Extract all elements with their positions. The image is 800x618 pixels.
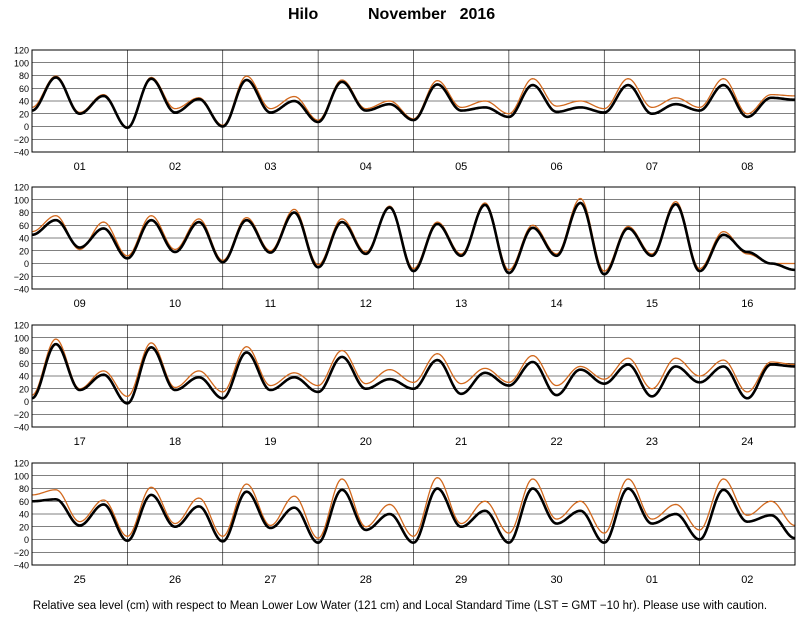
x-tick-label: 05: [455, 161, 467, 173]
y-tick-label: 80: [19, 71, 29, 81]
x-tick-label: 07: [646, 161, 658, 173]
x-tick-label: 14: [550, 298, 562, 310]
y-tick-label: 60: [19, 221, 29, 231]
station-name: Hilo: [288, 6, 319, 23]
panel-frame: [31, 49, 796, 153]
y-tick-label: 120: [14, 321, 29, 331]
x-tick-label: 09: [74, 298, 86, 310]
y-tick-label: 80: [19, 484, 29, 494]
predicted-tide-line: [32, 477, 795, 539]
x-tick-label: 13: [455, 298, 467, 310]
month-year: November 2016: [368, 6, 496, 23]
y-tick-label: 0: [24, 122, 29, 132]
y-tick-label: −40: [14, 561, 29, 571]
x-tick-label: 20: [360, 436, 372, 448]
y-tick-label: 60: [19, 497, 29, 507]
x-tick-label: 01: [74, 161, 86, 173]
y-tick-label: 60: [19, 359, 29, 369]
panel-1: −40 −20 0 20 40 60 80 100 120 01 02 03 04 05 06 07 08: [14, 46, 796, 173]
x-tick-label: 03: [264, 161, 276, 173]
y-tick-label: −40: [14, 423, 29, 433]
x-tick-label: 23: [646, 436, 658, 448]
y-tick-label: 100: [14, 58, 29, 68]
panel-4: −40 −20 0 20 40 60 80 100 120 25 26 27 28 29 30 01 02: [14, 459, 796, 586]
y-tick-label: −20: [14, 410, 29, 420]
x-tick-label: 08: [741, 161, 753, 173]
y-tick-label: 20: [19, 522, 29, 532]
x-tick-label: 06: [550, 161, 562, 173]
panel-frame: [31, 186, 796, 290]
x-tick-label: 21: [455, 436, 467, 448]
y-tick-label: 20: [19, 246, 29, 256]
y-tick-label: 20: [19, 109, 29, 119]
x-tick-label: 22: [550, 436, 562, 448]
y-tick-label: 20: [19, 384, 29, 394]
y-tick-label: −40: [14, 285, 29, 295]
x-tick-label: 18: [169, 436, 181, 448]
x-tick-label: 04: [360, 161, 372, 173]
y-tick-label: 0: [24, 397, 29, 407]
chart-title: Hilo November 2016: [0, 0, 800, 30]
x-tick-label: 01: [646, 574, 658, 586]
x-tick-label: 02: [169, 161, 181, 173]
x-tick-label: 12: [360, 298, 372, 310]
x-tick-label: 19: [264, 436, 276, 448]
panel-frame: [31, 462, 796, 566]
x-tick-label: 26: [169, 574, 181, 586]
y-tick-label: 40: [19, 372, 29, 382]
x-tick-label: 15: [646, 298, 658, 310]
x-tick-label: 25: [74, 574, 86, 586]
y-tick-label: 120: [14, 459, 29, 469]
x-tick-label: 28: [360, 574, 372, 586]
y-tick-label: 40: [19, 97, 29, 107]
y-tick-label: −20: [14, 272, 29, 282]
y-tick-label: 100: [14, 471, 29, 481]
panel-3: −40 −20 0 20 40 60 80 100 120 17 18 19 20 21 22 23 24: [14, 321, 796, 448]
observed-sea-level-line: [32, 487, 795, 544]
y-tick-label: 120: [14, 183, 29, 193]
y-tick-label: 100: [14, 333, 29, 343]
panel-frame: [31, 324, 796, 428]
y-tick-label: 80: [19, 346, 29, 356]
y-tick-label: 60: [19, 84, 29, 94]
y-tick-label: 80: [19, 208, 29, 218]
y-tick-label: 40: [19, 234, 29, 244]
x-tick-label: 16: [741, 298, 753, 310]
y-tick-label: 0: [24, 535, 29, 545]
x-tick-label: 02: [741, 574, 753, 586]
footer-note: Relative sea level (cm) with respect to …: [32, 600, 768, 612]
panel-2: −40 −20 0 20 40 60 80 100 120 09 10 11 12 13 14 15 16: [14, 183, 796, 310]
y-tick-label: 0: [24, 259, 29, 269]
y-tick-label: −20: [14, 548, 29, 558]
observed-sea-level-line: [32, 201, 795, 276]
x-tick-label: 10: [169, 298, 181, 310]
y-tick-label: −20: [14, 135, 29, 145]
observed-sea-level-line: [32, 76, 795, 130]
x-tick-label: 24: [741, 436, 753, 448]
x-tick-label: 27: [264, 574, 276, 586]
x-tick-label: 29: [455, 574, 467, 586]
y-tick-label: −40: [14, 148, 29, 158]
y-tick-label: 40: [19, 510, 29, 520]
x-tick-label: 11: [265, 298, 276, 310]
predicted-tide-line: [32, 338, 795, 398]
y-tick-label: 120: [14, 46, 29, 56]
x-tick-label: 30: [550, 574, 562, 586]
observed-sea-level-line: [32, 342, 795, 405]
y-tick-label: 100: [14, 195, 29, 205]
x-tick-label: 17: [74, 436, 86, 448]
